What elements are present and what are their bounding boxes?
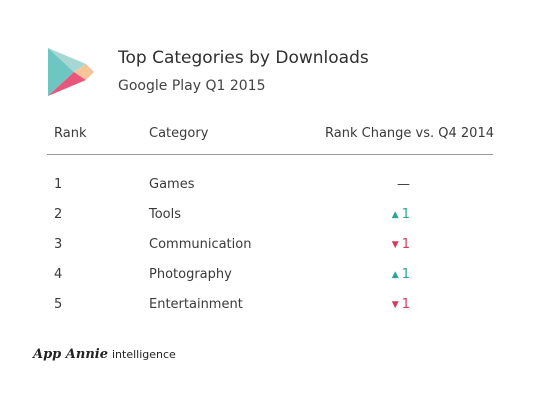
rank-change-cell: ▲ 1 [370, 207, 410, 222]
up-arrow-icon: ▲ [391, 210, 399, 220]
column-header-category: Category [149, 126, 209, 141]
category-cell: Games [149, 177, 195, 192]
google-play-logo-icon [48, 48, 94, 96]
page-subtitle: Google Play Q1 2015 [118, 78, 266, 94]
column-header-rank: Rank [54, 126, 87, 141]
category-cell: Communication [149, 237, 252, 252]
brand-tagline: intelligence [112, 348, 176, 361]
down-arrow-icon: ▼ [391, 300, 399, 310]
category-cell: Entertainment [149, 297, 243, 312]
brand-name: App Annie [33, 347, 108, 362]
rank-change-value: 1 [401, 237, 410, 252]
rank-change-cell: ▼ 1 [370, 237, 410, 252]
table-row: 5 Entertainment ▼ 1 [54, 295, 494, 325]
table-header: Rank Category Rank Change vs. Q4 2014 [54, 126, 494, 150]
up-arrow-icon: ▲ [391, 270, 399, 280]
rank-cell: 2 [54, 207, 63, 222]
header-divider [47, 154, 493, 155]
table-row: 3 Communication ▼ 1 [54, 235, 494, 265]
rank-cell: 5 [54, 297, 63, 312]
rank-change-value: 1 [401, 267, 410, 282]
category-cell: Tools [149, 207, 182, 222]
no-change-indicator: — [397, 177, 410, 192]
down-arrow-icon: ▼ [391, 240, 399, 250]
table-body: 1 Games — 2 Tools ▲ 1 3 Communication ▼ 1 … [54, 175, 494, 325]
rank-cell: 4 [54, 267, 63, 282]
rank-change-value: 1 [401, 207, 410, 222]
table-row: 4 Photography ▲ 1 [54, 265, 494, 295]
rank-cell: 1 [54, 177, 63, 192]
category-cell: Photography [149, 267, 232, 282]
rank-change-cell: ▲ 1 [370, 267, 410, 282]
rank-change-cell: ▼ 1 [370, 297, 410, 312]
rank-cell: 3 [54, 237, 63, 252]
table-row: 1 Games — [54, 175, 494, 205]
column-header-rank-change: Rank Change vs. Q4 2014 [325, 126, 494, 141]
app-annie-logo: App Annie intelligence [33, 343, 176, 362]
rank-change-cell: — [370, 177, 410, 192]
rank-change-value: 1 [401, 297, 410, 312]
table-row: 2 Tools ▲ 1 [54, 205, 494, 235]
page-title: Top Categories by Downloads [118, 48, 369, 68]
